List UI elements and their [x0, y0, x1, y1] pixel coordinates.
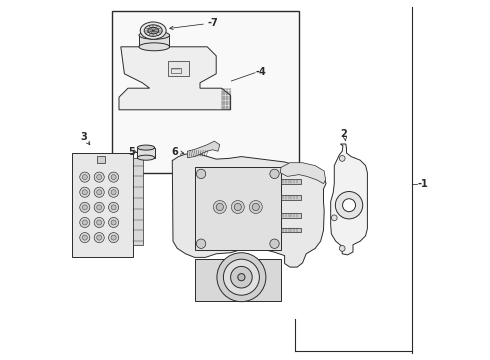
Circle shape: [343, 199, 356, 212]
Circle shape: [234, 203, 242, 211]
Circle shape: [97, 175, 102, 180]
Circle shape: [97, 190, 102, 195]
Circle shape: [249, 201, 262, 213]
Circle shape: [80, 233, 90, 243]
Circle shape: [94, 172, 104, 182]
Circle shape: [111, 205, 116, 210]
Circle shape: [339, 156, 345, 161]
Circle shape: [94, 233, 104, 243]
Circle shape: [80, 202, 90, 212]
Circle shape: [94, 187, 104, 197]
Circle shape: [80, 187, 90, 197]
Circle shape: [109, 172, 119, 182]
Text: 3: 3: [80, 132, 87, 142]
Polygon shape: [172, 154, 326, 267]
Bar: [98, 156, 105, 163]
Text: -7: -7: [207, 18, 218, 28]
Text: 5: 5: [128, 147, 135, 157]
Bar: [281, 228, 301, 232]
Circle shape: [335, 192, 363, 219]
Bar: [195, 167, 281, 250]
Ellipse shape: [139, 31, 170, 39]
Polygon shape: [119, 47, 231, 110]
Bar: [171, 68, 180, 73]
Circle shape: [80, 172, 90, 182]
Circle shape: [82, 190, 87, 195]
Circle shape: [97, 235, 102, 240]
Bar: [72, 153, 133, 257]
Ellipse shape: [148, 27, 159, 34]
Bar: [139, 35, 170, 47]
Ellipse shape: [144, 25, 162, 36]
Polygon shape: [187, 141, 220, 158]
Circle shape: [82, 205, 87, 210]
Circle shape: [331, 215, 337, 221]
Circle shape: [109, 217, 119, 228]
Circle shape: [339, 246, 345, 251]
Circle shape: [270, 239, 279, 248]
Circle shape: [111, 175, 116, 180]
Text: 6: 6: [172, 147, 178, 157]
Circle shape: [109, 233, 119, 243]
Circle shape: [238, 274, 245, 281]
Polygon shape: [331, 144, 368, 255]
Circle shape: [223, 259, 259, 295]
Circle shape: [82, 175, 87, 180]
Circle shape: [231, 266, 252, 288]
Circle shape: [196, 239, 206, 248]
Circle shape: [97, 220, 102, 225]
Circle shape: [94, 202, 104, 212]
Ellipse shape: [139, 43, 170, 51]
Polygon shape: [280, 163, 326, 184]
Circle shape: [216, 203, 223, 211]
Circle shape: [82, 235, 87, 240]
Circle shape: [111, 190, 116, 195]
Circle shape: [97, 205, 102, 210]
Circle shape: [82, 220, 87, 225]
Bar: [281, 195, 301, 200]
Ellipse shape: [137, 145, 155, 150]
Bar: [133, 158, 144, 245]
Text: 2: 2: [341, 129, 347, 139]
Circle shape: [270, 169, 279, 179]
Circle shape: [217, 253, 266, 302]
Bar: [112, 11, 299, 173]
Bar: [281, 213, 301, 218]
Bar: [281, 179, 301, 184]
Bar: [195, 259, 281, 301]
Ellipse shape: [137, 155, 155, 160]
Bar: [137, 148, 155, 158]
Circle shape: [111, 220, 116, 225]
Text: -1: -1: [417, 179, 428, 189]
Text: -4: -4: [256, 67, 267, 77]
Circle shape: [80, 217, 90, 228]
Circle shape: [109, 202, 119, 212]
Bar: [168, 61, 189, 76]
Circle shape: [111, 235, 116, 240]
Circle shape: [109, 187, 119, 197]
Circle shape: [213, 201, 226, 213]
Circle shape: [252, 203, 259, 211]
Ellipse shape: [140, 22, 166, 39]
Circle shape: [94, 217, 104, 228]
Circle shape: [196, 169, 206, 179]
Circle shape: [231, 201, 245, 213]
